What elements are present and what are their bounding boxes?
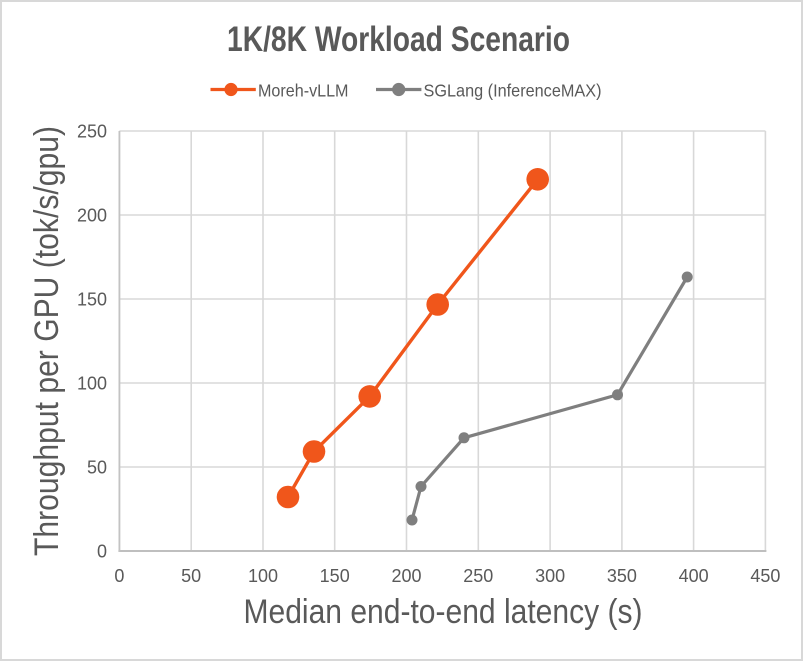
svg-text:150: 150 — [320, 566, 350, 586]
svg-text:200: 200 — [391, 566, 421, 586]
svg-text:1K/8K Workload Scenario: 1K/8K Workload Scenario — [227, 20, 570, 59]
svg-text:50: 50 — [87, 458, 107, 478]
svg-text:50: 50 — [181, 566, 201, 586]
svg-text:100: 100 — [248, 566, 278, 586]
svg-text:Median end-to-end latency (s): Median end-to-end latency (s) — [244, 593, 643, 631]
svg-text:150: 150 — [77, 290, 107, 310]
svg-text:250: 250 — [463, 566, 493, 586]
svg-text:300: 300 — [535, 566, 565, 586]
svg-text:Moreh-vLLM: Moreh-vLLM — [258, 80, 349, 100]
svg-text:450: 450 — [750, 566, 780, 586]
svg-text:0: 0 — [97, 542, 107, 562]
svg-text:400: 400 — [679, 566, 709, 586]
svg-text:Throughput per GPU (tok/s/gpu): Throughput per GPU (tok/s/gpu) — [28, 126, 66, 556]
svg-text:SGLang (InferenceMAX): SGLang (InferenceMAX) — [424, 80, 602, 100]
svg-text:250: 250 — [77, 122, 107, 142]
svg-text:0: 0 — [114, 566, 124, 586]
svg-text:100: 100 — [77, 374, 107, 394]
svg-text:200: 200 — [77, 206, 107, 226]
svg-text:350: 350 — [607, 566, 637, 586]
